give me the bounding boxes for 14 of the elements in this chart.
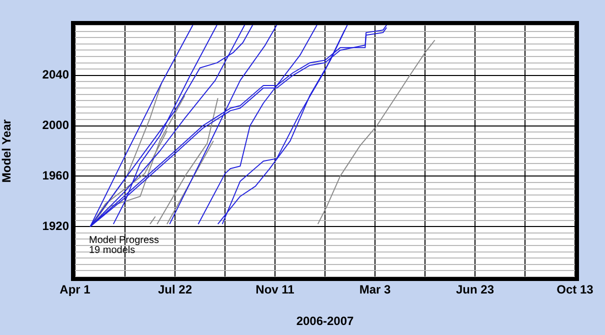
x-tick-label: Oct 13 [556,282,594,297]
y-tick-label: 1960 [42,168,70,183]
annotation: 19 models [89,245,136,256]
y-tick-label: 1920 [42,218,70,233]
annotation: Model Progress [89,235,160,246]
x-axis-title: 2006-2007 [296,314,354,328]
y-tick-label: 2040 [42,68,70,82]
x-tick-label: Jun 23 [456,282,494,297]
x-tick-label: Apr 1 [60,282,91,297]
x-tick-label: Nov 11 [256,282,295,297]
x-tick-label: Mar 3 [359,282,391,297]
x-tick-label: Jul 22 [158,282,192,297]
y-axis-title: Model Year [0,119,14,183]
y-tick-label: 2000 [42,118,70,132]
